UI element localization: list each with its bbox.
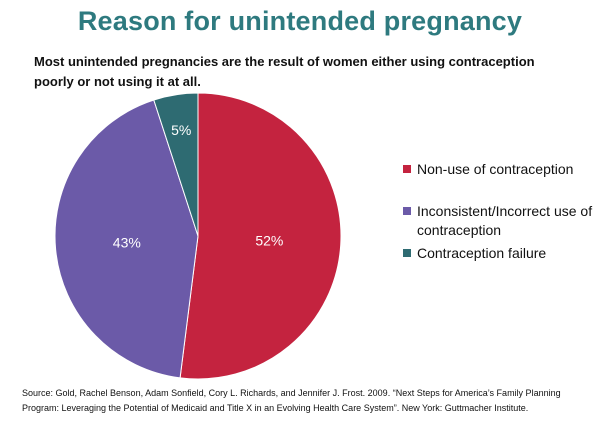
- legend-marker-contraception-failure: [403, 249, 411, 257]
- slice-label-contraception-failure: 5%: [171, 122, 191, 138]
- slice-label-inconsistent-use: 43%: [113, 235, 141, 251]
- legend-item-contraception-failure: Contraception failure: [403, 244, 598, 263]
- slice-inconsistent-use: [54, 99, 199, 379]
- chart-title: Reason for unintended pregnancy: [77, 6, 523, 36]
- source-note: Source: Gold, Rachel Benson, Adam Sonfie…: [22, 388, 561, 413]
- legend-item-inconsistent-use: Inconsistent/Incorrect use of contracept…: [403, 202, 598, 240]
- chart-subtitle: Most unintended pregnancies are the resu…: [34, 54, 535, 89]
- slice-label-non-use: 52%: [255, 232, 283, 248]
- slice-non-use: [179, 92, 342, 380]
- legend: Non-use of contraception Inconsistent/In…: [403, 160, 598, 267]
- legend-item-non-use: Non-use of contraception: [403, 160, 598, 179]
- legend-label-inconsistent-use: Inconsistent/Incorrect use of contracept…: [417, 203, 593, 238]
- legend-label-contraception-failure: Contraception failure: [417, 245, 547, 261]
- legend-marker-non-use: [403, 165, 411, 173]
- legend-marker-inconsistent-use: [403, 207, 411, 215]
- legend-label-non-use: Non-use of contraception: [417, 161, 574, 177]
- slice-contraception-failure: [153, 92, 199, 237]
